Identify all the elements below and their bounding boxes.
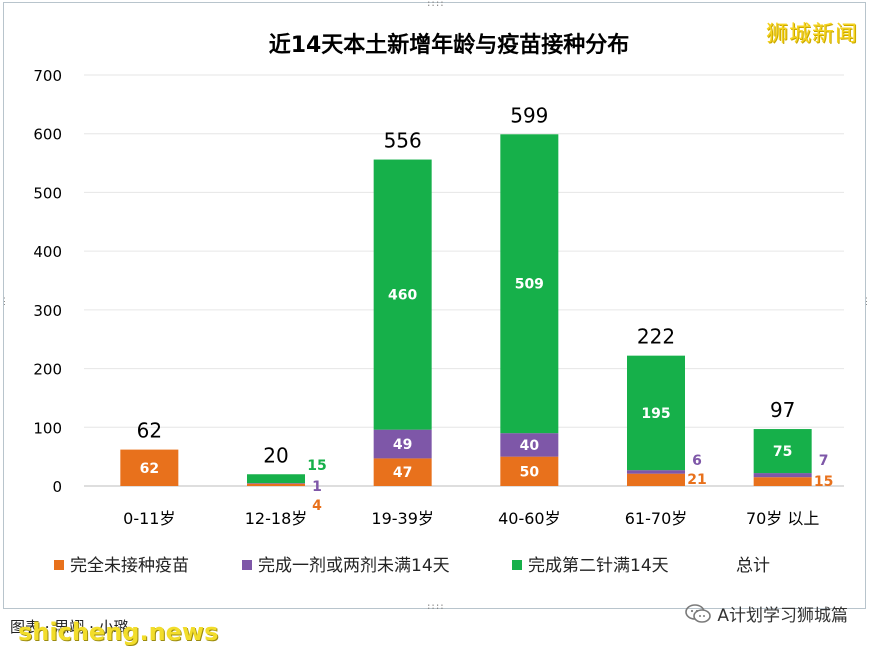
total-label: 222 (637, 325, 675, 349)
bar-segment (373, 159, 432, 430)
resize-handle-right[interactable]: ⋮ (862, 297, 871, 307)
bar-segment (247, 483, 305, 486)
y-tick-label: 200 (33, 361, 62, 379)
data-label: 460 (388, 288, 417, 304)
resize-handle-top[interactable]: :::: (426, 0, 445, 9)
y-tick-label: 500 (33, 184, 62, 202)
total-label: 556 (384, 129, 422, 153)
legend-label: 完全未接种疫苗 (70, 556, 189, 576)
wechat-icon (685, 603, 712, 625)
y-tick-label: 600 (33, 126, 62, 144)
data-label: 40 (520, 438, 540, 454)
data-label: 195 (641, 406, 670, 422)
data-label: 7 (819, 453, 829, 469)
chart-frame: 近14天本土新增年龄与疫苗接种分布 0 100 200 300 400 500 600 700 0… (3, 2, 866, 609)
data-label: 509 (515, 277, 544, 293)
chart-title: 近14天本土新增年龄与疫苗接种分布 (269, 32, 630, 58)
y-tick-label: 300 (33, 302, 62, 320)
bar-segment (247, 483, 305, 484)
legend-swatch (512, 560, 522, 570)
wechat-account[interactable]: A计划学习狮城篇 (685, 601, 848, 626)
y-tick-label: 0 (52, 478, 62, 496)
resize-handle-left[interactable]: ⋮ (0, 297, 9, 307)
data-label: 49 (393, 437, 412, 453)
data-label: 15 (307, 458, 326, 474)
chart-caption: 图表 · 思翊 · 小璐 (10, 618, 129, 636)
watermark-logo: 狮城新闻 (765, 22, 858, 47)
bar-segment (753, 429, 812, 474)
y-tick-label: 100 (33, 419, 62, 437)
bar-segment (627, 470, 685, 474)
total-label: 20 (263, 443, 288, 467)
data-label: 4 (312, 498, 322, 514)
total-label: 97 (770, 398, 795, 422)
legend-label: 完成一剂或两剂未满14天 (258, 556, 450, 576)
bar-segment (373, 429, 432, 459)
legend-label: 总计 (736, 556, 770, 576)
x-tick-label: 40-60岁 (498, 509, 561, 528)
bar-segment (753, 477, 812, 486)
bar-segment (627, 473, 685, 486)
resize-handle-bottom[interactable]: :::: (426, 602, 445, 612)
x-tick-label: 0-11岁 (123, 509, 175, 528)
chart: 近14天本土新增年龄与疫苗接种分布 0 100 200 300 400 500 600 700 0… (33, 32, 844, 576)
x-tick-label: 12-18岁 (245, 509, 308, 528)
data-label: 62 (140, 461, 159, 477)
data-label: 50 (520, 464, 540, 480)
data-label: 47 (393, 465, 412, 481)
x-tick-label: 61-70岁 (625, 509, 688, 528)
x-tick-label: 19-39岁 (371, 509, 434, 528)
bar-segment (627, 355, 685, 471)
bar-segment (500, 433, 559, 457)
data-label: 75 (773, 444, 792, 460)
x-tick-label: 70岁 以上 (746, 509, 819, 528)
y-tick-label: 700 (33, 67, 62, 85)
data-label: 21 (687, 472, 706, 488)
bar-segment (500, 134, 559, 434)
legend-label: 完成第二针满14天 (528, 556, 669, 576)
data-label: 15 (814, 474, 833, 490)
data-label: 1 (312, 479, 322, 495)
total-label: 599 (510, 103, 548, 127)
total-label: 62 (137, 419, 162, 443)
wechat-label: A计划学习狮城篇 (717, 606, 848, 626)
y-tick-label: 400 (33, 243, 62, 261)
legend-swatch (242, 560, 252, 570)
legend-swatch (54, 560, 64, 570)
site-watermark: shicheng.news (18, 618, 219, 646)
bar-segment (373, 458, 432, 486)
bar-segment (500, 456, 559, 486)
bar-segment (753, 473, 812, 478)
bar-segment (247, 474, 305, 484)
data-label: 6 (692, 453, 702, 469)
bar-segment (120, 449, 179, 486)
